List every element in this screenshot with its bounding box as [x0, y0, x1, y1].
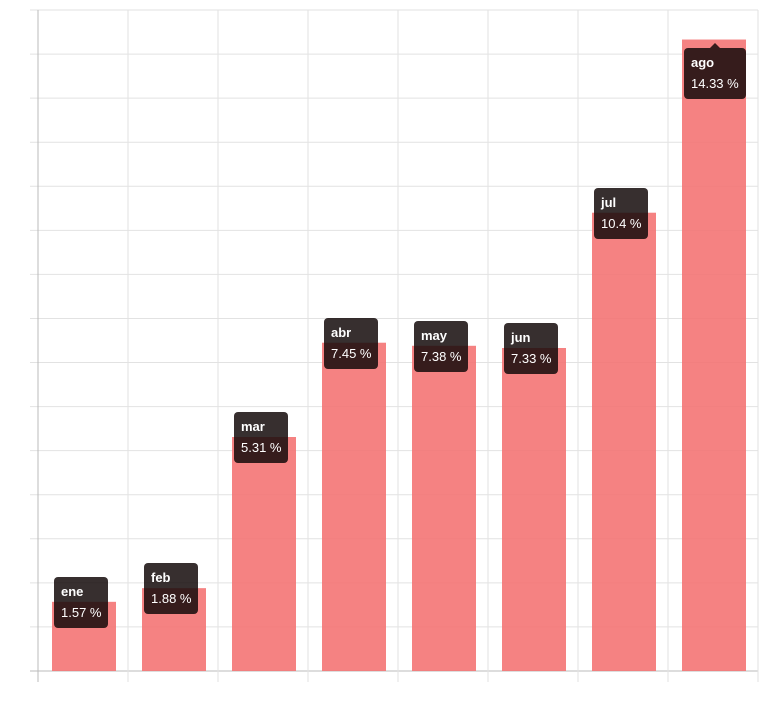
- tooltip-category: mar: [241, 419, 265, 434]
- bar-abr: [322, 342, 386, 671]
- tooltip-mar: mar 5.31 %: [234, 412, 289, 463]
- tooltip-may: may 7.38 %: [414, 320, 469, 372]
- tooltip-category: jul: [601, 194, 617, 210]
- tooltip-category: may: [421, 327, 448, 343]
- bar-jun: [502, 347, 566, 671]
- tooltip-value: 7.33 %: [511, 350, 552, 366]
- tooltip-ene: ene 1.57 %: [54, 576, 109, 628]
- tooltip-value: 5.31 %: [241, 440, 282, 455]
- bar-may: [412, 345, 476, 671]
- tooltip-value: 1.57 %: [61, 604, 102, 620]
- tooltip-feb: feb 1.88 %: [144, 563, 199, 615]
- tooltip-value: 1.88 %: [151, 591, 192, 607]
- tooltip-ago: ago 14.33 %: [684, 42, 746, 99]
- bar-ago: [682, 39, 746, 672]
- tooltip-jun: jun 7.33 %: [504, 322, 559, 374]
- tooltip-value: 7.45 %: [331, 345, 372, 361]
- bar-jul: [592, 212, 656, 671]
- tooltip-category: ene: [61, 583, 84, 599]
- tooltip-category: abr: [331, 324, 352, 340]
- tooltip-value: 10.4 %: [601, 215, 642, 231]
- tooltip-category: ago: [691, 54, 715, 70]
- bar-mar: [232, 437, 296, 671]
- tooltip-category: jun: [511, 329, 531, 345]
- tooltip-value: 14.33 %: [691, 75, 739, 91]
- tooltip-abr: abr 7.45 %: [324, 317, 379, 369]
- tooltip-jul: jul 10.4 %: [594, 187, 649, 239]
- tooltip-caret: [709, 42, 720, 48]
- tooltip-category: feb: [151, 570, 171, 586]
- tooltip-value: 7.38 %: [421, 348, 462, 364]
